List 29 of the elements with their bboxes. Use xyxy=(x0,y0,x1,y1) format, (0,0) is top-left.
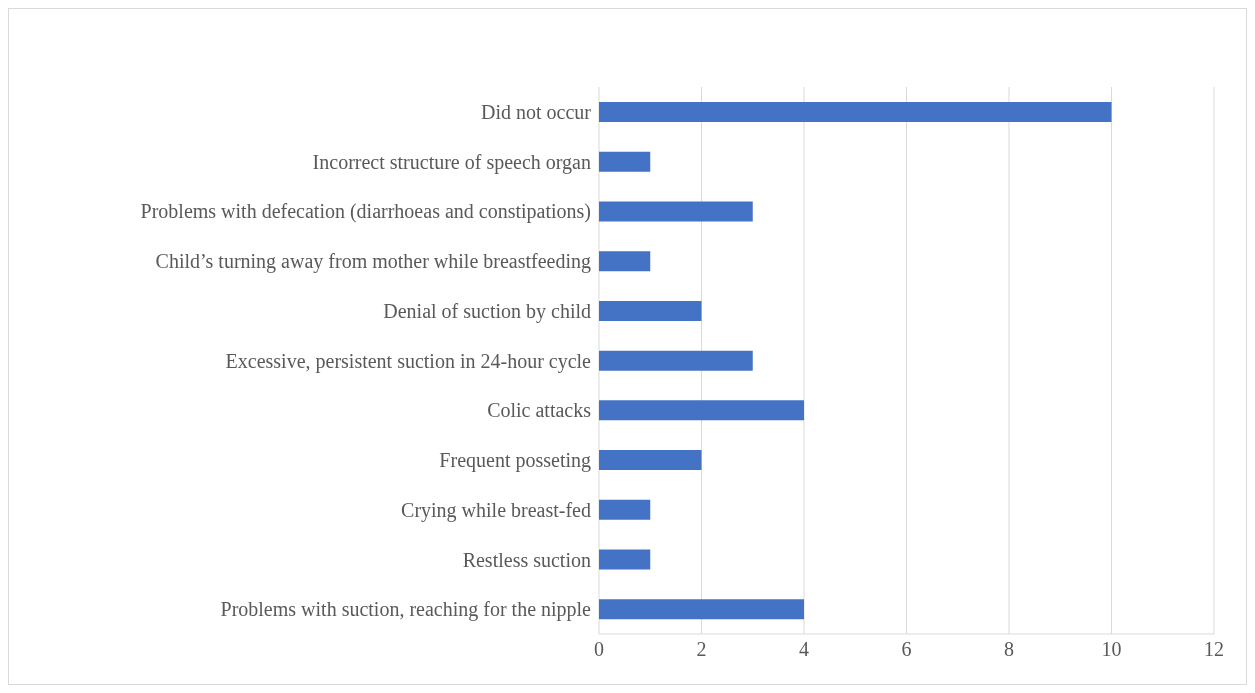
x-tick-label: 6 xyxy=(901,638,912,661)
bar xyxy=(599,251,651,272)
bar xyxy=(599,102,1112,122)
y-tick-label: Did not occur xyxy=(481,100,592,123)
bar xyxy=(599,400,804,421)
y-tick-label: Problems with defecation (diarrhoeas and constipations) xyxy=(140,200,591,224)
y-tick-label: Restless suction xyxy=(462,548,591,571)
bar xyxy=(599,450,702,471)
y-tick-label: Incorrect structure of speech organ xyxy=(312,150,591,174)
bar xyxy=(599,201,753,222)
y-tick-label: Child’s turning away from mother while breastfeeding xyxy=(155,250,591,274)
y-tick-label: Colic attacks xyxy=(487,399,592,422)
x-tick-label: 0 xyxy=(594,638,604,661)
x-tick-label: 12 xyxy=(1204,638,1224,661)
x-tick-label: 8 xyxy=(1004,638,1014,661)
bar xyxy=(599,549,651,570)
bar xyxy=(599,599,804,620)
y-tick-label: Excessive, persistent suction in 24-hour cycle xyxy=(225,349,592,373)
x-tick-label: 4 xyxy=(799,638,809,661)
y-tick-label: Frequent posseting xyxy=(439,449,591,473)
y-tick-label: Problems with suction, reaching for the nipple xyxy=(220,598,592,622)
bar xyxy=(599,300,702,321)
y-tick-label: Denial of suction by child xyxy=(383,299,591,323)
x-tick-label: 2 xyxy=(696,638,707,661)
y-tick-label: Crying while breast-fed xyxy=(401,498,591,522)
bar xyxy=(599,350,753,371)
x-tick-label: 10 xyxy=(1101,638,1122,661)
bar xyxy=(599,499,651,520)
bar xyxy=(599,151,651,172)
